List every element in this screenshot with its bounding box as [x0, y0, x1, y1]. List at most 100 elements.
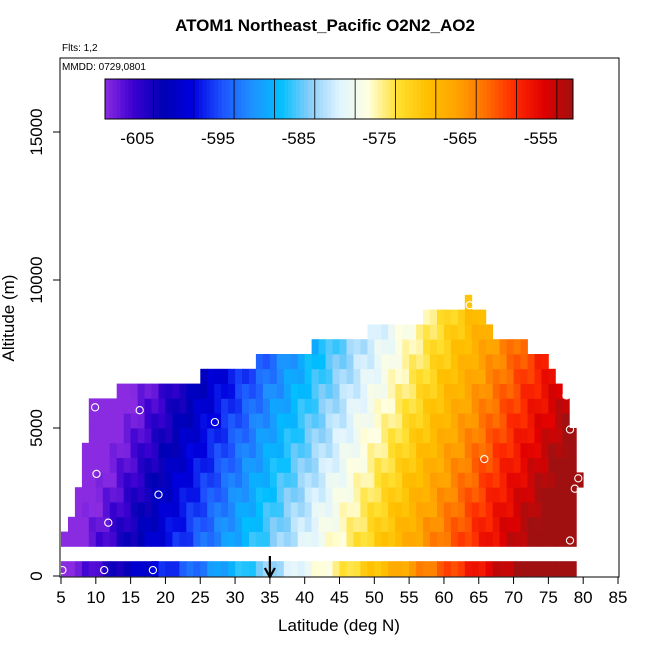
- heatmap-cell: [471, 561, 480, 577]
- colorbar-swatch: [346, 79, 352, 119]
- heatmap-cell: [325, 457, 333, 473]
- heatmap-cell: [437, 516, 445, 532]
- colorbar-swatch: [253, 79, 258, 119]
- heatmap-cell: [151, 516, 159, 532]
- heatmap-cell: [395, 516, 403, 532]
- heatmap-cell: [242, 531, 250, 547]
- heatmap-cell: [137, 502, 145, 518]
- heatmap-cell: [116, 472, 125, 488]
- heatmap-cell: [304, 472, 313, 488]
- heatmap-cell: [283, 457, 292, 473]
- heatmap-cell: [339, 383, 347, 399]
- heatmap-cell: [569, 502, 577, 518]
- heatmap-cell: [534, 368, 542, 384]
- colorbar-swatch: [183, 79, 188, 119]
- heatmap-cell: [95, 487, 104, 503]
- heatmap-cell: [186, 457, 194, 473]
- heatmap-cell: [541, 472, 549, 488]
- heatmap-cell: [374, 516, 382, 532]
- heatmap-cell: [471, 324, 480, 340]
- heatmap-cell: [283, 383, 292, 399]
- colorbar-tick-label: -555: [524, 129, 558, 148]
- heatmap-cell: [443, 428, 452, 444]
- heatmap-cell: [485, 531, 494, 547]
- heatmap-cell: [562, 428, 570, 444]
- colorbar-swatch: [116, 79, 121, 119]
- heatmap-cell: [534, 428, 542, 444]
- heatmap-cell: [228, 383, 236, 399]
- heatmap-cell: [207, 472, 215, 488]
- heatmap-cell: [374, 324, 382, 340]
- heatmap-cell: [520, 502, 528, 518]
- heatmap-cell: [527, 502, 535, 518]
- heatmap-cell: [276, 383, 285, 399]
- heatmap-cell: [276, 502, 285, 518]
- heatmap-cell: [255, 531, 264, 547]
- heatmap-cell: [395, 383, 403, 399]
- heatmap-cell: [367, 487, 375, 503]
- heatmap-cell: [485, 442, 494, 458]
- heatmap-cell: [527, 442, 535, 458]
- heatmap-cell: [221, 368, 229, 384]
- heatmap-cell: [541, 398, 549, 414]
- colorbar-swatch: [452, 79, 457, 119]
- heatmap-cell: [430, 324, 438, 340]
- heatmap-cell: [95, 531, 104, 547]
- heatmap-cell: [555, 472, 563, 488]
- heatmap-cell: [179, 428, 187, 444]
- heatmap-cell: [269, 354, 278, 370]
- colorbar-swatch: [163, 79, 168, 119]
- data-marker: [569, 549, 578, 558]
- data-marker: [562, 391, 571, 400]
- heatmap-cell: [534, 487, 542, 503]
- heatmap-cell: [228, 487, 236, 503]
- colorbar-swatch: [311, 79, 316, 119]
- heatmap-cell: [179, 502, 187, 518]
- heatmap-cell: [249, 561, 257, 577]
- heatmap-cell: [443, 457, 452, 473]
- heatmap-cell: [332, 487, 340, 503]
- heatmap-cell: [249, 442, 257, 458]
- heatmap-cell: [235, 413, 243, 429]
- chart-title: ATOM1 Northeast_Pacific O2N2_AO2: [175, 16, 475, 35]
- heatmap-cell: [255, 354, 264, 370]
- heatmap-cell: [235, 531, 243, 547]
- heatmap-cell: [548, 561, 556, 577]
- heatmap-cell: [388, 472, 396, 488]
- heatmap-cell: [402, 531, 410, 547]
- heatmap-cell: [332, 398, 340, 414]
- heatmap-cell: [464, 324, 473, 340]
- heatmap-cell: [443, 442, 452, 458]
- heatmap-cell: [409, 383, 417, 399]
- heatmap-cell: [304, 442, 313, 458]
- heatmap-cell: [388, 516, 396, 532]
- heatmap-cell: [374, 428, 382, 444]
- heatmap-cell: [381, 324, 389, 340]
- heatmap-cell: [318, 472, 326, 488]
- heatmap-cell: [339, 413, 347, 429]
- heatmap-cell: [506, 472, 514, 488]
- heatmap-cell: [123, 457, 132, 473]
- heatmap-cell: [416, 531, 424, 547]
- heatmap-cell: [478, 309, 487, 325]
- heatmap-cell: [346, 413, 354, 429]
- heatmap-cell: [416, 354, 424, 370]
- heatmap-cell: [228, 472, 236, 488]
- heatmap-cell: [144, 457, 152, 473]
- heatmap-cell: [332, 472, 340, 488]
- heatmap-cell: [388, 398, 396, 414]
- heatmap-cell: [437, 428, 445, 444]
- heatmap-cell: [346, 457, 354, 473]
- heatmap-cell: [290, 354, 299, 370]
- heatmap-cell: [172, 383, 180, 399]
- heatmap-cell: [68, 531, 76, 547]
- heatmap-cell: [492, 531, 501, 547]
- colorbar-swatch: [432, 79, 437, 119]
- colorbar-swatch: [463, 79, 469, 119]
- heatmap-cell: [179, 398, 187, 414]
- heatmap-cell: [123, 561, 132, 577]
- heatmap-cell: [527, 398, 535, 414]
- heatmap-cell: [290, 472, 299, 488]
- heatmap-cell: [388, 428, 396, 444]
- heatmap-cell: [395, 487, 403, 503]
